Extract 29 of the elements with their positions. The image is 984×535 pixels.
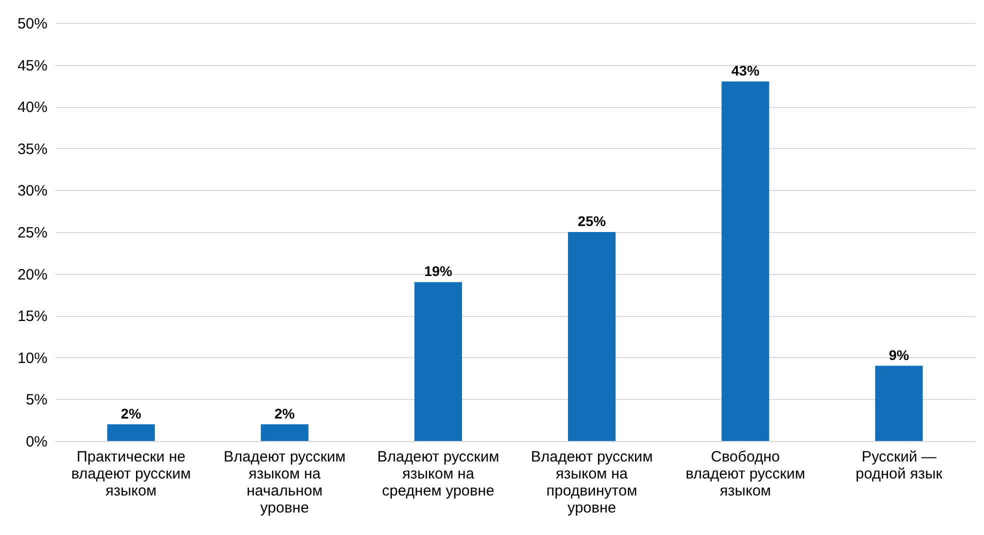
y-tick-label: 30%: [17, 182, 48, 200]
y-tick-label: 25%: [17, 224, 48, 242]
x-tick-label: Русский — родной язык: [856, 448, 943, 482]
y-tick-label: 40%: [17, 99, 48, 116]
x-tick-label: Практически не владеют русским языком: [71, 448, 191, 500]
y-tick-label: 15%: [17, 308, 48, 326]
y-tick-label: 10%: [17, 350, 48, 367]
x-tick-label: Владеют русским языком на среднем уровне: [377, 448, 500, 500]
y-tick-label: 5%: [26, 392, 48, 409]
x-tick-label: Владеют русским языком на продвинутом уровне: [530, 448, 653, 516]
y-tick-label: 35%: [17, 140, 48, 158]
data-label: 19%: [424, 263, 453, 280]
bar: [568, 232, 616, 441]
y-tick-label: 20%: [17, 266, 48, 284]
data-label: 2%: [120, 405, 142, 422]
bar: [107, 424, 155, 441]
x-tick-label: Владеют русским языком на начальном уровне: [224, 448, 346, 516]
bar: [414, 282, 462, 441]
data-label: 9%: [888, 346, 910, 363]
bar: [722, 82, 770, 441]
data-label: 43%: [731, 62, 760, 79]
y-tick-label: 45%: [17, 57, 48, 74]
data-label: 2%: [274, 405, 296, 422]
data-label: 25%: [578, 213, 606, 229]
y-tick-label: 0%: [26, 434, 48, 450]
bar: [260, 424, 308, 441]
y-tick-label: 50%: [17, 16, 48, 32]
x-tick-label: Свободно владеют русским языком: [686, 448, 806, 500]
bar: [875, 366, 923, 441]
